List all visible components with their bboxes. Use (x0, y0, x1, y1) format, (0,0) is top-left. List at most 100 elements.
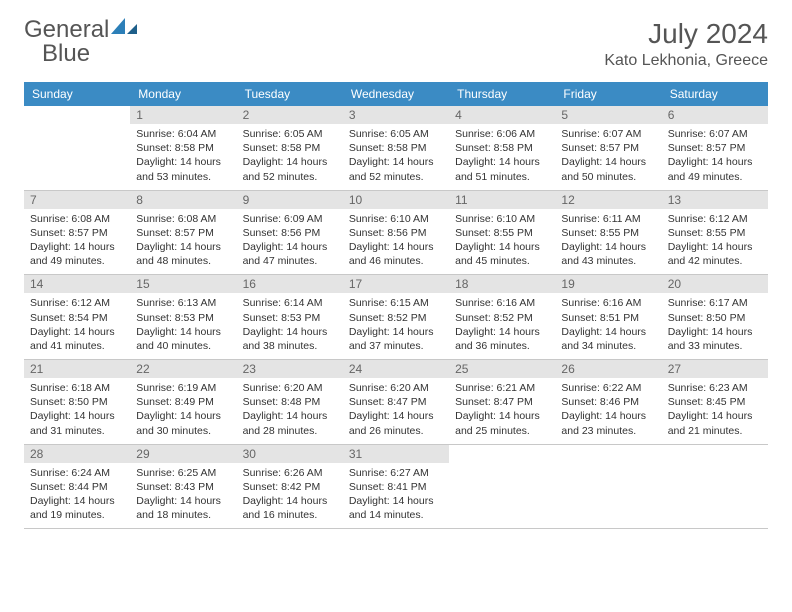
day-header: Saturday (662, 82, 768, 106)
calendar-day-cell: 21Sunrise: 6:18 AMSunset: 8:50 PMDayligh… (24, 360, 130, 445)
day-content: Sunrise: 6:15 AMSunset: 8:52 PMDaylight:… (343, 293, 449, 359)
day-content: Sunrise: 6:07 AMSunset: 8:57 PMDaylight:… (555, 124, 661, 190)
calendar-week-row: 28Sunrise: 6:24 AMSunset: 8:44 PMDayligh… (24, 444, 768, 529)
day-number: 17 (343, 275, 449, 293)
calendar-week-row: 1Sunrise: 6:04 AMSunset: 8:58 PMDaylight… (24, 106, 768, 190)
day-number: 5 (555, 106, 661, 124)
calendar-day-cell: 24Sunrise: 6:20 AMSunset: 8:47 PMDayligh… (343, 360, 449, 445)
day-content (449, 449, 555, 507)
calendar-header-row: SundayMondayTuesdayWednesdayThursdayFrid… (24, 82, 768, 106)
day-number: 19 (555, 275, 661, 293)
day-header: Monday (130, 82, 236, 106)
day-content: Sunrise: 6:10 AMSunset: 8:56 PMDaylight:… (343, 209, 449, 275)
day-content: Sunrise: 6:08 AMSunset: 8:57 PMDaylight:… (24, 209, 130, 275)
day-content: Sunrise: 6:16 AMSunset: 8:52 PMDaylight:… (449, 293, 555, 359)
day-content: Sunrise: 6:23 AMSunset: 8:45 PMDaylight:… (662, 378, 768, 444)
calendar-day-cell: 27Sunrise: 6:23 AMSunset: 8:45 PMDayligh… (662, 360, 768, 445)
calendar-day-cell: 20Sunrise: 6:17 AMSunset: 8:50 PMDayligh… (662, 275, 768, 360)
day-content: Sunrise: 6:25 AMSunset: 8:43 PMDaylight:… (130, 463, 236, 529)
day-header: Wednesday (343, 82, 449, 106)
calendar-day-cell: 12Sunrise: 6:11 AMSunset: 8:55 PMDayligh… (555, 190, 661, 275)
day-content: Sunrise: 6:08 AMSunset: 8:57 PMDaylight:… (130, 209, 236, 275)
calendar-day-cell: 5Sunrise: 6:07 AMSunset: 8:57 PMDaylight… (555, 106, 661, 190)
logo-sail-icon (111, 18, 137, 36)
calendar-day-cell (449, 444, 555, 529)
calendar-day-cell: 16Sunrise: 6:14 AMSunset: 8:53 PMDayligh… (237, 275, 343, 360)
day-content: Sunrise: 6:05 AMSunset: 8:58 PMDaylight:… (343, 124, 449, 190)
calendar-day-cell: 11Sunrise: 6:10 AMSunset: 8:55 PMDayligh… (449, 190, 555, 275)
calendar-day-cell (662, 444, 768, 529)
calendar-day-cell: 29Sunrise: 6:25 AMSunset: 8:43 PMDayligh… (130, 444, 236, 529)
calendar-day-cell (24, 106, 130, 190)
logo-text-blue: Blue (42, 40, 90, 67)
header: General Blue July 2024 Kato Lekhonia, Gr… (24, 18, 768, 70)
title-block: July 2024 Kato Lekhonia, Greece (604, 18, 768, 70)
calendar-day-cell (555, 444, 661, 529)
day-number: 18 (449, 275, 555, 293)
day-content: Sunrise: 6:21 AMSunset: 8:47 PMDaylight:… (449, 378, 555, 444)
calendar-day-cell: 28Sunrise: 6:24 AMSunset: 8:44 PMDayligh… (24, 444, 130, 529)
calendar-table: SundayMondayTuesdayWednesdayThursdayFrid… (24, 82, 768, 529)
day-content: Sunrise: 6:19 AMSunset: 8:49 PMDaylight:… (130, 378, 236, 444)
calendar-day-cell: 8Sunrise: 6:08 AMSunset: 8:57 PMDaylight… (130, 190, 236, 275)
day-number: 28 (24, 445, 130, 463)
day-content (24, 110, 130, 168)
day-number: 22 (130, 360, 236, 378)
day-number: 29 (130, 445, 236, 463)
day-number: 1 (130, 106, 236, 124)
logo: General Blue (24, 18, 137, 66)
day-number: 26 (555, 360, 661, 378)
day-content: Sunrise: 6:20 AMSunset: 8:47 PMDaylight:… (343, 378, 449, 444)
day-content: Sunrise: 6:07 AMSunset: 8:57 PMDaylight:… (662, 124, 768, 190)
calendar-day-cell: 18Sunrise: 6:16 AMSunset: 8:52 PMDayligh… (449, 275, 555, 360)
calendar-day-cell: 25Sunrise: 6:21 AMSunset: 8:47 PMDayligh… (449, 360, 555, 445)
day-number: 2 (237, 106, 343, 124)
calendar-day-cell: 26Sunrise: 6:22 AMSunset: 8:46 PMDayligh… (555, 360, 661, 445)
logo-text-general: General (24, 16, 109, 43)
day-content: Sunrise: 6:13 AMSunset: 8:53 PMDaylight:… (130, 293, 236, 359)
calendar-day-cell: 14Sunrise: 6:12 AMSunset: 8:54 PMDayligh… (24, 275, 130, 360)
day-content: Sunrise: 6:04 AMSunset: 8:58 PMDaylight:… (130, 124, 236, 190)
month-title: July 2024 (604, 18, 768, 50)
day-number: 30 (237, 445, 343, 463)
day-content: Sunrise: 6:24 AMSunset: 8:44 PMDaylight:… (24, 463, 130, 529)
day-content: Sunrise: 6:11 AMSunset: 8:55 PMDaylight:… (555, 209, 661, 275)
day-content: Sunrise: 6:27 AMSunset: 8:41 PMDaylight:… (343, 463, 449, 529)
calendar-day-cell: 3Sunrise: 6:05 AMSunset: 8:58 PMDaylight… (343, 106, 449, 190)
day-number: 14 (24, 275, 130, 293)
day-number: 15 (130, 275, 236, 293)
calendar-day-cell: 9Sunrise: 6:09 AMSunset: 8:56 PMDaylight… (237, 190, 343, 275)
calendar-day-cell: 7Sunrise: 6:08 AMSunset: 8:57 PMDaylight… (24, 190, 130, 275)
day-number: 8 (130, 191, 236, 209)
day-content: Sunrise: 6:16 AMSunset: 8:51 PMDaylight:… (555, 293, 661, 359)
calendar-day-cell: 22Sunrise: 6:19 AMSunset: 8:49 PMDayligh… (130, 360, 236, 445)
day-number: 10 (343, 191, 449, 209)
day-content: Sunrise: 6:20 AMSunset: 8:48 PMDaylight:… (237, 378, 343, 444)
day-content (662, 449, 768, 507)
calendar-day-cell: 30Sunrise: 6:26 AMSunset: 8:42 PMDayligh… (237, 444, 343, 529)
day-number: 4 (449, 106, 555, 124)
day-content: Sunrise: 6:12 AMSunset: 8:55 PMDaylight:… (662, 209, 768, 275)
day-header: Thursday (449, 82, 555, 106)
day-content: Sunrise: 6:26 AMSunset: 8:42 PMDaylight:… (237, 463, 343, 529)
day-number: 7 (24, 191, 130, 209)
day-content: Sunrise: 6:09 AMSunset: 8:56 PMDaylight:… (237, 209, 343, 275)
day-number: 12 (555, 191, 661, 209)
calendar-week-row: 14Sunrise: 6:12 AMSunset: 8:54 PMDayligh… (24, 275, 768, 360)
calendar-day-cell: 31Sunrise: 6:27 AMSunset: 8:41 PMDayligh… (343, 444, 449, 529)
day-number: 31 (343, 445, 449, 463)
day-content: Sunrise: 6:14 AMSunset: 8:53 PMDaylight:… (237, 293, 343, 359)
calendar-day-cell: 1Sunrise: 6:04 AMSunset: 8:58 PMDaylight… (130, 106, 236, 190)
day-number: 25 (449, 360, 555, 378)
day-number: 6 (662, 106, 768, 124)
location: Kato Lekhonia, Greece (604, 52, 768, 70)
calendar-day-cell: 15Sunrise: 6:13 AMSunset: 8:53 PMDayligh… (130, 275, 236, 360)
day-header: Tuesday (237, 82, 343, 106)
calendar-day-cell: 13Sunrise: 6:12 AMSunset: 8:55 PMDayligh… (662, 190, 768, 275)
calendar-day-cell: 2Sunrise: 6:05 AMSunset: 8:58 PMDaylight… (237, 106, 343, 190)
calendar-day-cell: 17Sunrise: 6:15 AMSunset: 8:52 PMDayligh… (343, 275, 449, 360)
day-content (555, 449, 661, 507)
day-number: 21 (24, 360, 130, 378)
day-content: Sunrise: 6:06 AMSunset: 8:58 PMDaylight:… (449, 124, 555, 190)
day-number: 3 (343, 106, 449, 124)
